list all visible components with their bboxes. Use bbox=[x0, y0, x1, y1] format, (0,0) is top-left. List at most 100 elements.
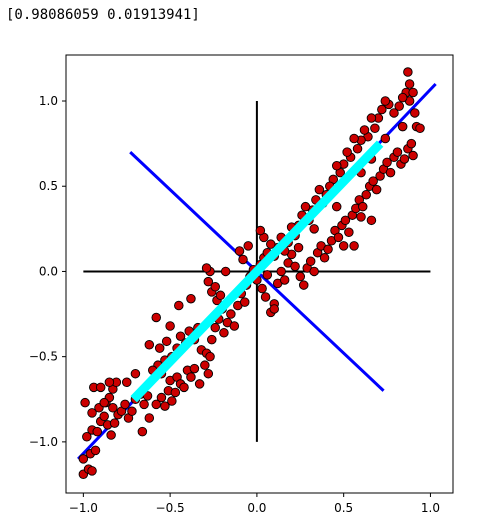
data-point bbox=[359, 125, 370, 135]
data-point bbox=[144, 413, 155, 423]
data-point bbox=[205, 351, 215, 362]
y-tick-label: −1.0 bbox=[29, 435, 58, 449]
x-tick-label: 0.5 bbox=[334, 501, 353, 515]
data-point bbox=[368, 176, 378, 186]
data-point bbox=[186, 293, 196, 304]
data-point bbox=[389, 108, 399, 118]
data-point bbox=[295, 271, 306, 282]
data-point bbox=[130, 368, 141, 379]
data-point bbox=[331, 161, 342, 171]
data-point bbox=[201, 263, 212, 273]
data-point bbox=[276, 266, 286, 277]
data-point bbox=[403, 67, 413, 77]
data-point bbox=[170, 387, 181, 398]
data-point bbox=[156, 392, 167, 403]
data-point bbox=[366, 215, 377, 226]
data-point bbox=[394, 101, 404, 111]
data-point bbox=[371, 184, 382, 195]
data-point bbox=[349, 241, 359, 251]
data-point bbox=[226, 309, 236, 319]
data-point bbox=[319, 253, 330, 263]
data-point bbox=[415, 123, 425, 134]
data-point bbox=[410, 108, 420, 118]
principal-component bbox=[130, 140, 384, 403]
data-point bbox=[215, 290, 226, 301]
x-ticks: −1.0 −0.5 0.0 0.5 1.0 bbox=[69, 493, 440, 515]
data-point bbox=[203, 368, 214, 379]
data-point bbox=[290, 261, 300, 272]
plot-frame bbox=[65, 54, 454, 494]
data-point bbox=[175, 331, 186, 341]
data-point bbox=[293, 242, 304, 253]
data-point bbox=[219, 328, 229, 338]
data-point bbox=[92, 426, 102, 437]
data-point bbox=[120, 399, 130, 410]
data-point bbox=[260, 292, 271, 302]
data-point bbox=[406, 138, 417, 149]
data-point bbox=[203, 276, 214, 287]
data-point bbox=[106, 430, 116, 440]
y-tick-label: 1.0 bbox=[39, 94, 58, 108]
data-point bbox=[144, 339, 155, 350]
data-point bbox=[210, 322, 220, 333]
data-point bbox=[161, 336, 172, 347]
data-point bbox=[333, 232, 344, 243]
data-point bbox=[352, 143, 363, 154]
data-point bbox=[160, 401, 170, 411]
data-point bbox=[309, 266, 319, 277]
data-point bbox=[340, 215, 351, 226]
data-point bbox=[142, 391, 153, 401]
data-point bbox=[179, 382, 189, 393]
data-point bbox=[87, 466, 97, 476]
data-point bbox=[255, 225, 266, 236]
data-point bbox=[309, 224, 319, 234]
data-point bbox=[154, 343, 165, 353]
data-point bbox=[269, 304, 280, 314]
data-point bbox=[99, 411, 109, 422]
data-point bbox=[397, 92, 408, 103]
data-point bbox=[266, 239, 276, 249]
data-point bbox=[186, 372, 196, 382]
data-point bbox=[238, 254, 248, 265]
data-point bbox=[344, 227, 354, 237]
data-point bbox=[262, 270, 273, 280]
data-point bbox=[392, 147, 403, 157]
data-point bbox=[380, 96, 391, 106]
data-point bbox=[210, 282, 220, 292]
data-point bbox=[99, 397, 109, 408]
data-point bbox=[239, 297, 250, 307]
data-point bbox=[139, 399, 149, 410]
output-array-text: [0.98086059 0.01913941] bbox=[6, 7, 200, 23]
data-point bbox=[305, 256, 316, 266]
data-point bbox=[342, 147, 352, 157]
data-point bbox=[220, 266, 231, 277]
data-point bbox=[109, 418, 120, 428]
data-point bbox=[408, 87, 418, 98]
data-point bbox=[377, 104, 387, 115]
data-point bbox=[257, 283, 267, 294]
data-point bbox=[229, 321, 240, 331]
y-tick-label: −0.5 bbox=[29, 350, 58, 364]
data-point bbox=[95, 382, 106, 393]
data-point bbox=[366, 113, 377, 123]
data-point bbox=[397, 121, 408, 132]
data-point bbox=[338, 241, 349, 251]
data-point bbox=[207, 334, 217, 345]
data-point bbox=[243, 241, 253, 251]
data-point bbox=[314, 184, 325, 195]
y-tick-label: 0.0 bbox=[39, 264, 58, 278]
data-point bbox=[189, 363, 200, 374]
data-point bbox=[174, 300, 184, 311]
x-tick-label: −1.0 bbox=[69, 501, 98, 515]
data-point bbox=[127, 406, 137, 416]
data-point bbox=[87, 408, 97, 418]
data-point bbox=[279, 275, 290, 285]
y-tick-label: 0.5 bbox=[39, 179, 58, 193]
data-point bbox=[108, 403, 118, 413]
data-point bbox=[399, 154, 410, 164]
x-tick-label: −0.5 bbox=[156, 501, 185, 515]
data-point bbox=[167, 396, 177, 406]
principal-component-line bbox=[130, 140, 384, 403]
x-tick-label: 0.0 bbox=[247, 501, 266, 515]
